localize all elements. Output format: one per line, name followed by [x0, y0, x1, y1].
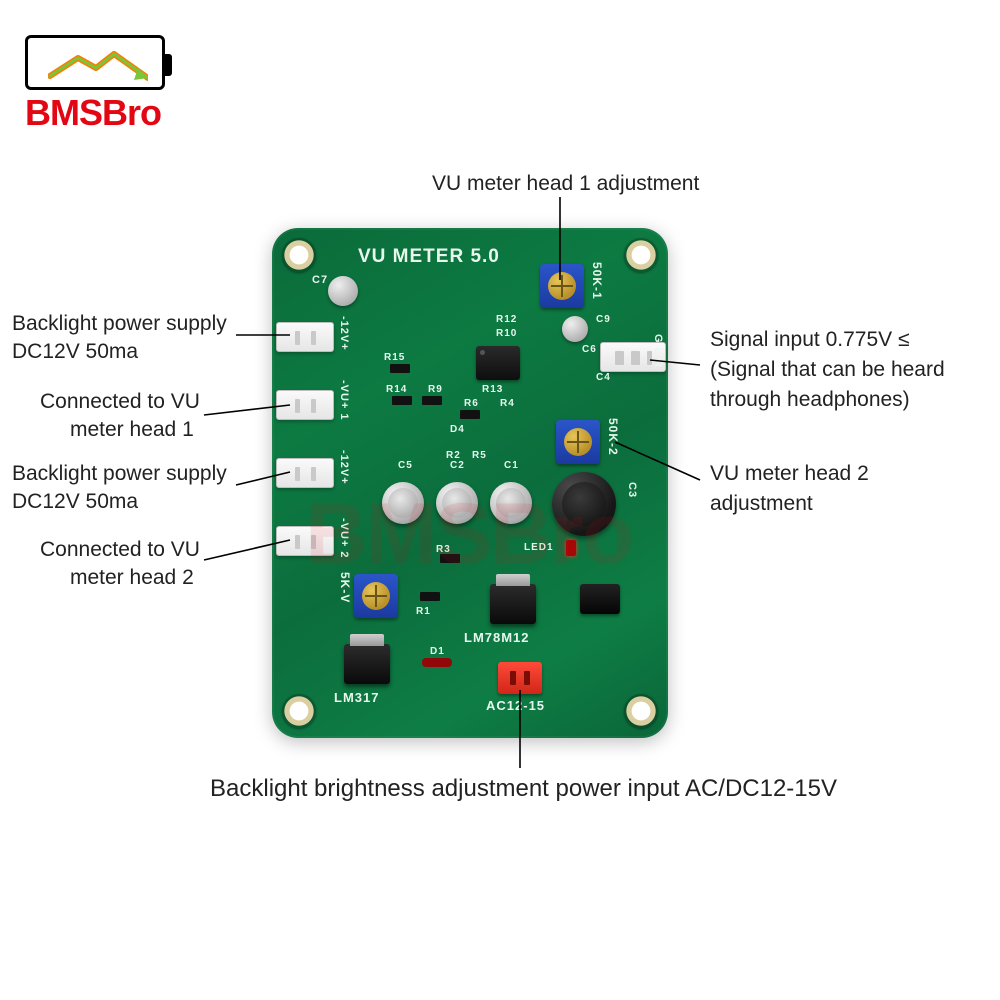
ref-r2: R2: [446, 450, 461, 461]
ref-c2: C2: [450, 460, 465, 471]
cap-220-2: [436, 482, 478, 524]
cap-c7: [328, 276, 358, 306]
conn-vu-head-2: [276, 526, 334, 556]
ref-lm78m12: LM78M12: [464, 630, 530, 645]
ref-r3: R3: [436, 544, 451, 555]
mount-hole: [282, 694, 316, 728]
ref-c7: C7: [312, 274, 328, 286]
cap-220-1: [382, 482, 424, 524]
cap-c9: [562, 316, 588, 342]
ref-r4: R4: [500, 398, 515, 409]
mount-hole: [282, 238, 316, 272]
ref-r10: R10: [496, 328, 517, 339]
trimpot-50k-2: [556, 420, 600, 464]
ref-r12: R12: [496, 314, 517, 325]
ref-c4: C4: [596, 372, 611, 383]
ref-50k2: 50K-2: [606, 418, 620, 456]
ic-lm358: [476, 346, 520, 380]
ann-bottom: Backlight brightness adjustment power in…: [210, 773, 837, 805]
reg-lm78m12: [490, 584, 536, 624]
conn-backlight-2: [276, 458, 334, 488]
reg-lm317: [344, 644, 390, 684]
smd-r14: [392, 396, 412, 405]
ann-left1b: DC12V 50ma: [12, 338, 138, 366]
ref-ac: AC12-15: [486, 698, 545, 713]
cap-220-3: [490, 482, 532, 524]
ref-r13: R13: [482, 384, 503, 395]
ref-c9: C9: [596, 314, 611, 325]
ref-r9: R9: [428, 384, 443, 395]
ref-5kv: 5K-V: [338, 572, 352, 603]
smd-r1: [420, 592, 440, 601]
smd-r9: [422, 396, 442, 405]
smd-r3: [440, 554, 460, 563]
ann-left3b: DC12V 50ma: [12, 488, 138, 516]
ref-c1: C1: [504, 460, 519, 471]
ann-left2a: Connected to VU: [40, 388, 200, 416]
smd-r15: [390, 364, 410, 373]
conn-power-input: [498, 662, 542, 694]
led1: [566, 540, 576, 556]
ann-left1a: Backlight power supply: [12, 310, 227, 338]
ref-12v-1: -12V+: [338, 316, 350, 351]
pcb-board: VU METER 5.0 C7 50K-1 G L R 50K-2 C9 C6 …: [272, 228, 668, 738]
brand-name: BMSBro: [25, 92, 165, 134]
ref-d1: D1: [430, 646, 445, 657]
ann-r1a: Signal input 0.775V ≤: [710, 326, 910, 354]
brand-logo: BMSBro: [25, 35, 165, 134]
ann-left4a: Connected to VU: [40, 536, 200, 564]
diode-d1: [422, 658, 452, 667]
ref-glr: G L R: [652, 334, 664, 368]
logo-bolt-icon: [48, 50, 148, 86]
ann-left2b: meter head 1: [70, 416, 194, 444]
ref-c3: C3: [626, 482, 638, 498]
mount-hole: [624, 694, 658, 728]
ann-r2a: VU meter head 2: [710, 460, 869, 488]
smd-d4: [460, 410, 480, 419]
ref-c6: C6: [582, 344, 597, 355]
ref-r15: R15: [384, 352, 405, 363]
ann-r1b: (Signal that can be heard: [710, 356, 945, 384]
ref-r5: R5: [472, 450, 487, 461]
ann-left4b: meter head 2: [70, 564, 194, 592]
ref-r1: R1: [416, 606, 431, 617]
ref-d4: D4: [450, 424, 465, 435]
mount-hole: [624, 238, 658, 272]
ref-c5: C5: [398, 460, 413, 471]
ref-led: LED1: [524, 542, 554, 553]
ref-vu1: -VU+ 1: [338, 380, 350, 421]
cap-big: [552, 472, 616, 536]
pcb-title: VU METER 5.0: [358, 246, 500, 268]
ref-r14: R14: [386, 384, 407, 395]
trimpot-50k-1: [540, 264, 584, 308]
ann-left3a: Backlight power supply: [12, 460, 227, 488]
bridge-mb8s: [580, 584, 620, 614]
ann-r1c: through headphones): [710, 386, 910, 414]
ref-vu2: -VU+ 2: [338, 518, 350, 559]
ref-50k1: 50K-1: [590, 262, 604, 300]
trimpot-5k: [354, 574, 398, 618]
ref-lm317: LM317: [334, 690, 379, 705]
conn-backlight-1: [276, 322, 334, 352]
ann-r2b: adjustment: [710, 490, 813, 518]
ann-top: VU meter head 1 adjustment: [432, 170, 699, 198]
ref-r6: R6: [464, 398, 479, 409]
ref-12v-2: -12V+: [338, 450, 350, 485]
conn-vu-head-1: [276, 390, 334, 420]
